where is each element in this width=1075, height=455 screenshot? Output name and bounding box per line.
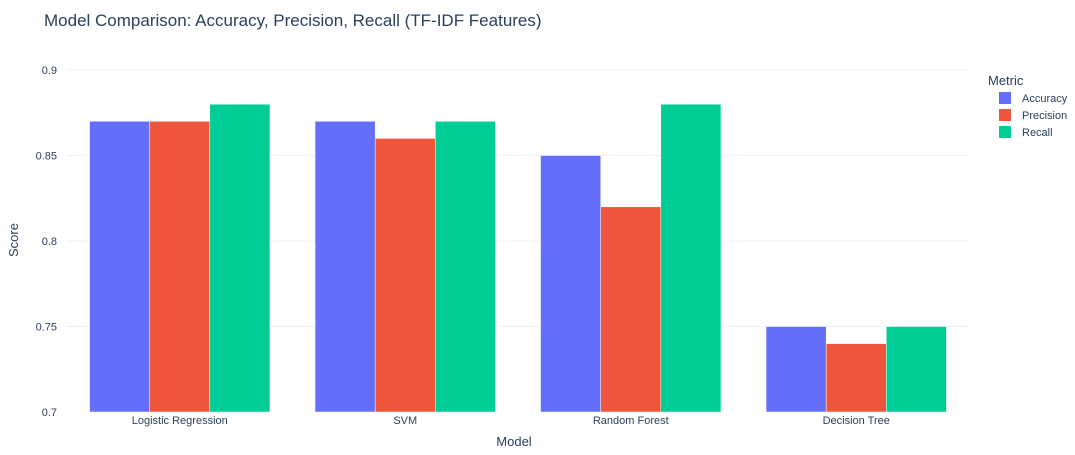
legend-label-recall: Recall [1022,127,1053,139]
x-axis-ticks: Logistic Regression SVM Random Forest Decis… [132,415,890,427]
x-tick-label: Logistic Regression [132,415,228,427]
x-tick-label: Decision Tree [823,415,890,427]
y-tick-label: 0.85 [36,151,57,163]
bar-accuracy [89,121,150,413]
y-tick-label: 0.7 [42,407,57,419]
legend-title: Metric [988,73,1024,88]
y-axis-ticks: 0.7 0.75 0.8 0.85 0.9 [36,65,57,419]
bar-recall [886,326,947,413]
legend-label-accuracy: Accuracy [1022,93,1068,105]
bar-precision [149,121,211,413]
bar-accuracy [314,121,376,413]
bar-precision [825,343,887,413]
y-tick-label: 0.9 [42,65,57,77]
bar-accuracy [540,155,601,413]
legend-swatch-precision [999,109,1011,121]
x-tick-label: Random Forest [593,415,669,427]
x-axis-title: Model [496,434,532,449]
y-tick-label: 0.75 [36,322,57,334]
y-tick-label: 0.8 [42,236,57,248]
bar-precision [374,138,436,413]
legend-label-precision: Precision [1022,110,1067,122]
chart-title: Model Comparison: Accuracy, Precision, R… [44,11,542,30]
bar-recall [209,103,271,413]
legend: Metric Accuracy Precision Recall [988,73,1068,139]
x-tick-label: SVM [393,415,417,427]
y-axis-title: Score [6,223,21,257]
legend-swatch-recall [999,126,1011,138]
bar-accuracy [765,326,827,413]
legend-swatch-accuracy [999,92,1011,104]
bar-recall [435,121,496,413]
bar-recall [660,103,722,413]
bar-precision [600,206,662,413]
bars [89,103,947,413]
